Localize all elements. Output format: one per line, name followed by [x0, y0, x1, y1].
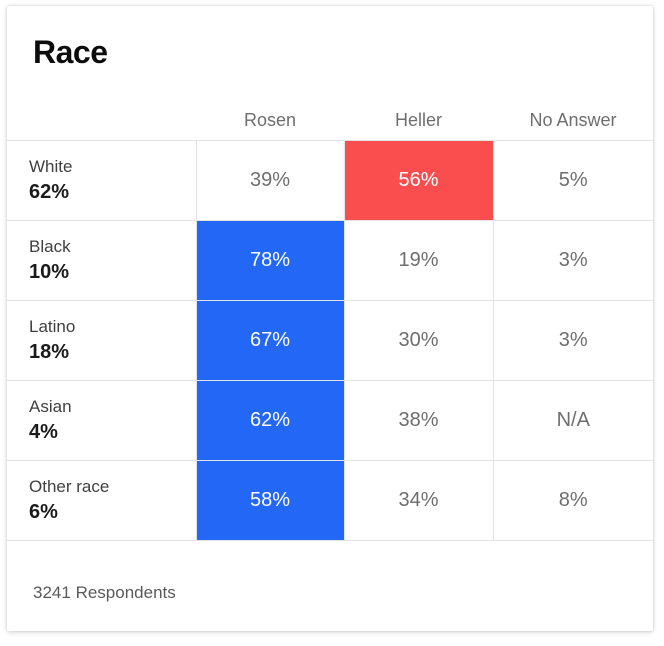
group-name: Other race	[29, 476, 110, 496]
respondents-label: Respondents	[75, 583, 176, 602]
group-share: 10%	[29, 260, 70, 283]
group-name: White	[29, 156, 73, 176]
value-cell: 39%	[195, 140, 345, 221]
table-row: White 62% 39% 56% 5%	[7, 140, 653, 221]
value-cell: N/A	[492, 380, 653, 461]
table-body: White 62% 39% 56% 5% Black 10% 78% 19% 3% Latino 18…	[7, 140, 653, 541]
table-row: Other race 6% 58% 34% 8%	[7, 460, 653, 541]
value-cell: 34%	[343, 460, 494, 541]
group-share: 6%	[29, 500, 58, 523]
value-cell: 19%	[343, 220, 494, 301]
group-share: 62%	[29, 180, 70, 203]
chart-title: Race	[33, 34, 108, 70]
column-header: Rosen	[196, 100, 344, 141]
exit-poll-card: Race Rosen Heller No Answer White 62% 39% 5…	[7, 6, 653, 631]
value-cell: 5%	[492, 140, 653, 221]
value-cell: 3%	[492, 300, 653, 381]
group-cell: Black 10%	[7, 220, 197, 301]
group-cell: Asian 4%	[7, 380, 197, 461]
value-cell: 30%	[343, 300, 494, 381]
value-cell: 78%	[195, 220, 345, 301]
value-cell: 8%	[492, 460, 653, 541]
group-cell: Latino 18%	[7, 300, 197, 381]
column-header: No Answer	[493, 100, 653, 141]
group-name: Latino	[29, 316, 76, 336]
group-name: Black	[29, 236, 71, 256]
respondents-footer: 3241 Respondents	[33, 583, 176, 603]
group-column-header	[7, 100, 196, 141]
table-row: Asian 4% 62% 38% N/A	[7, 380, 653, 461]
group-cell: Other race 6%	[7, 460, 197, 541]
header-row: Rosen Heller No Answer	[7, 100, 653, 141]
column-header: Heller	[344, 100, 493, 141]
group-share: 18%	[29, 340, 70, 363]
respondents-count: 3241	[33, 583, 71, 602]
value-cell: 56%	[343, 140, 494, 221]
table-row: Black 10% 78% 19% 3%	[7, 220, 653, 301]
results-table: Rosen Heller No Answer White 62% 39% 56% 5% B…	[7, 100, 653, 541]
group-cell: White 62%	[7, 140, 197, 221]
value-cell: 62%	[195, 380, 345, 461]
group-name: Asian	[29, 396, 72, 416]
table-row: Latino 18% 67% 30% 3%	[7, 300, 653, 381]
value-cell: 67%	[195, 300, 345, 381]
value-cell: 38%	[343, 380, 494, 461]
value-cell: 3%	[492, 220, 653, 301]
group-share: 4%	[29, 420, 58, 443]
value-cell: 58%	[195, 460, 345, 541]
